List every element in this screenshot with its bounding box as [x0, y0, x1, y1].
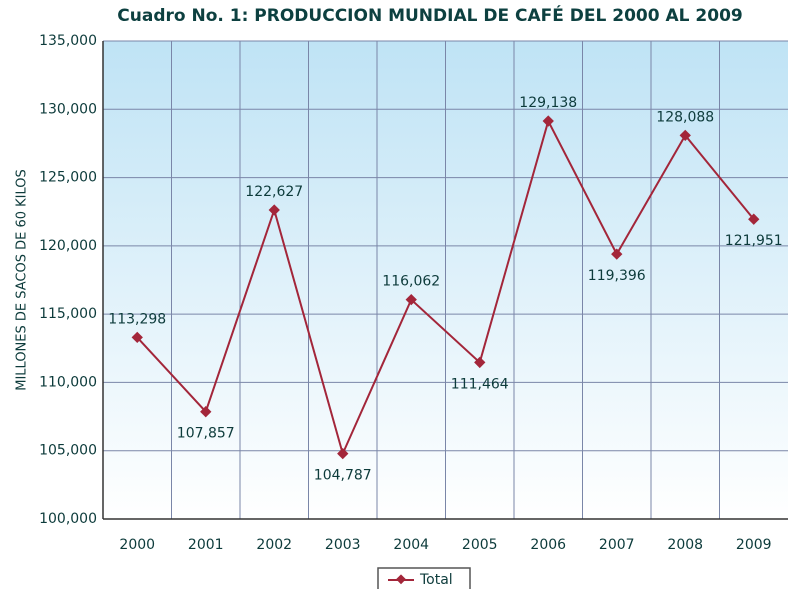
point-marker	[748, 213, 760, 225]
point-marker	[200, 406, 212, 418]
data-label: 128,088	[656, 109, 714, 125]
x-tick-label: 2001	[188, 537, 224, 553]
data-label: 119,396	[588, 268, 646, 284]
y-tick-label: 130,000	[39, 101, 97, 117]
y-tick-label: 105,000	[39, 443, 97, 459]
x-tick-label: 2006	[530, 537, 566, 553]
x-tick-label: 2002	[256, 537, 292, 553]
data-label: 129,138	[519, 95, 577, 111]
point-marker	[679, 129, 691, 142]
point-marker	[405, 293, 417, 306]
y-tick-label: 125,000	[39, 170, 97, 186]
x-tick-label: 2009	[736, 537, 772, 553]
x-tick-label: 2005	[462, 537, 498, 553]
data-label: 122,627	[245, 184, 303, 200]
data-label: 121,951	[725, 233, 783, 249]
y-tick-label: 110,000	[39, 374, 97, 390]
point-marker	[131, 331, 143, 344]
y-axis-label: MILLONES DE SACOS DE 60 KILOS	[15, 169, 30, 391]
point-marker	[611, 248, 623, 260]
data-label: 107,857	[177, 426, 235, 442]
y-tick-label: 100,000	[39, 511, 97, 527]
y-tick-label: 135,000	[39, 33, 97, 49]
data-label: 116,062	[382, 274, 440, 290]
chart-title: Cuadro No. 1: PRODUCCION MUNDIAL DE CAFÉ…	[117, 4, 742, 26]
point-marker	[268, 204, 280, 216]
x-tick-label: 2000	[119, 537, 155, 553]
data-label: 111,464	[451, 376, 509, 392]
x-tick-label: 2003	[325, 537, 361, 553]
y-tick-label: 120,000	[39, 238, 97, 254]
data-label: 113,298	[108, 311, 166, 327]
y-tick-label: 115,000	[39, 306, 97, 322]
legend-label: Total	[419, 572, 453, 588]
x-tick-label: 2004	[393, 537, 429, 553]
point-marker	[337, 447, 349, 460]
x-tick-label: 2008	[667, 537, 703, 553]
point-marker	[474, 356, 486, 369]
x-tick-label: 2007	[599, 537, 635, 553]
line-series	[136, 118, 755, 457]
data-label: 104,787	[314, 468, 372, 484]
